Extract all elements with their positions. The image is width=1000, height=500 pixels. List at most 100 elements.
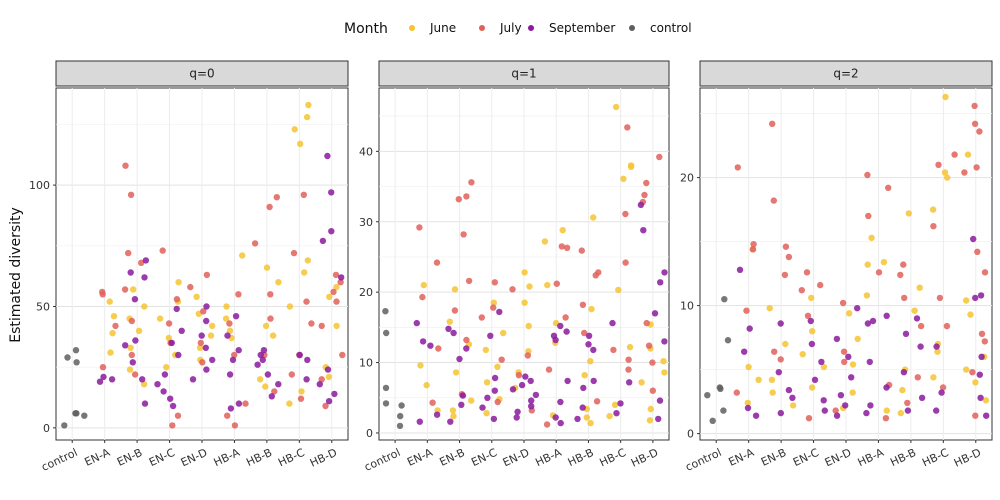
y-tick-label: 10 — [680, 300, 694, 313]
y-tick-label: 0 — [687, 428, 694, 441]
data-point-july — [656, 153, 663, 161]
data-point-july — [785, 253, 793, 261]
data-point-september — [132, 337, 139, 344]
data-point-september — [427, 342, 434, 349]
data-point-june — [423, 381, 430, 389]
data-point-june — [864, 261, 871, 268]
x-tick-label: EN-A — [82, 446, 112, 469]
data-point-control — [382, 308, 389, 315]
data-point-september — [978, 353, 985, 360]
data-point-june — [193, 293, 200, 300]
legend-label-control: control — [650, 21, 692, 35]
data-point-june — [451, 286, 459, 293]
data-point-july — [901, 294, 908, 302]
x-tick-label: HB-A — [856, 446, 886, 469]
data-point-july — [127, 191, 135, 198]
data-point-september — [528, 397, 535, 404]
data-point-september — [160, 388, 167, 395]
data-point-july — [750, 241, 757, 248]
data-point-september — [227, 405, 235, 412]
data-point-september — [235, 400, 243, 407]
data-point-june — [223, 303, 230, 310]
data-point-september — [820, 397, 827, 404]
data-point-july — [463, 336, 470, 344]
data-point-july — [645, 342, 653, 349]
data-point-july — [231, 422, 239, 429]
data-point-september — [203, 366, 210, 373]
x-tick-label: EN-A — [726, 446, 756, 469]
data-point-september — [168, 339, 175, 347]
data-point-september — [458, 401, 465, 408]
data-point-july — [643, 319, 650, 327]
y-tick-label: 20 — [680, 172, 694, 185]
data-point-july — [465, 277, 473, 285]
data-point-june — [883, 407, 890, 414]
data-point-september — [741, 348, 748, 355]
data-point-september — [637, 201, 645, 209]
data-point-control — [717, 385, 724, 392]
data-point-july — [478, 314, 485, 321]
data-point-september — [933, 407, 940, 414]
data-point-june — [196, 344, 204, 351]
data-point-september — [122, 342, 129, 349]
data-point-june — [452, 369, 460, 376]
data-point-september — [977, 394, 984, 401]
data-point-september — [580, 384, 587, 392]
data-point-september — [479, 404, 486, 411]
data-point-july — [173, 296, 181, 303]
data-point-july — [159, 247, 166, 254]
data-point-june — [541, 238, 549, 245]
data-point-september — [324, 152, 331, 160]
data-point-september — [777, 409, 784, 417]
data-point-june — [526, 283, 533, 290]
data-point-september — [203, 303, 210, 310]
data-point-september — [198, 332, 205, 339]
data-point-june — [897, 409, 904, 417]
data-point-september — [807, 317, 814, 325]
data-point-september — [167, 395, 174, 402]
x-tick-label: EN-D — [823, 446, 854, 469]
data-point-september — [913, 315, 921, 322]
data-point-july — [622, 259, 629, 266]
data-point-control — [64, 354, 71, 361]
data-point-june — [755, 376, 762, 383]
data-point-control — [396, 422, 404, 430]
data-point-july — [300, 191, 307, 198]
data-point-june — [417, 362, 424, 369]
data-point-june — [626, 343, 634, 351]
data-point-control — [398, 402, 405, 409]
data-point-june — [333, 283, 340, 291]
data-point-june — [769, 389, 776, 396]
legend-label-june: June — [429, 21, 456, 35]
data-point-june — [590, 214, 597, 221]
data-point-july — [112, 322, 119, 330]
data-point-june — [275, 279, 282, 286]
y-tick-label: 0 — [366, 427, 373, 440]
data-point-september — [557, 398, 564, 406]
data-point-july — [935, 161, 942, 168]
data-point-june — [449, 407, 457, 414]
data-point-september — [413, 319, 420, 327]
data-point-july — [864, 171, 871, 179]
data-point-july — [138, 259, 145, 266]
data-point-july — [199, 359, 206, 366]
data-point-july — [451, 307, 459, 314]
data-point-june — [483, 379, 491, 386]
data-point-july — [978, 330, 986, 337]
data-point-june — [745, 363, 752, 371]
data-point-september — [509, 386, 517, 393]
legend-label-july: July — [499, 21, 522, 35]
data-point-september — [275, 381, 282, 388]
data-point-september — [173, 305, 180, 313]
data-point-september — [811, 376, 819, 383]
data-point-june — [660, 358, 667, 365]
data-point-september — [131, 296, 139, 303]
data-point-september — [789, 394, 796, 401]
legend-key-control — [629, 25, 635, 31]
data-point-september — [496, 308, 503, 316]
data-point-june — [789, 402, 797, 409]
data-point-june — [880, 258, 888, 266]
data-point-july — [649, 359, 656, 366]
x-tick-label: EN-B — [115, 446, 144, 469]
data-point-june — [916, 284, 923, 291]
